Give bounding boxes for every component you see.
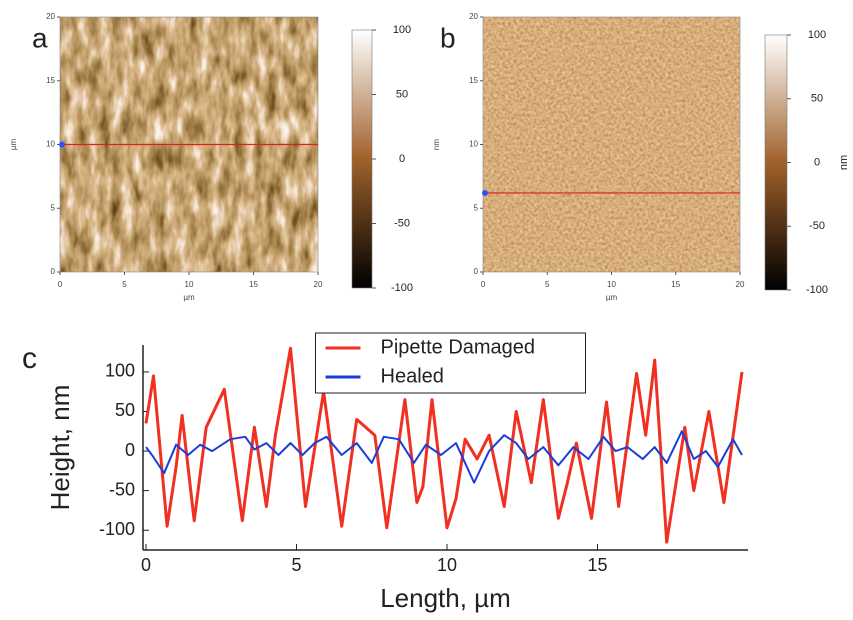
y-axis-label: µm	[9, 139, 18, 151]
x-tick-label: 0	[58, 280, 63, 289]
colorbar-tick-label: -50	[394, 217, 410, 229]
panel-label: a	[32, 22, 48, 53]
panel-label: b	[440, 22, 456, 53]
y-tick-label: 0	[51, 267, 56, 276]
y-tick-label: 20	[46, 12, 55, 21]
colorbar-tick-label: 50	[396, 88, 408, 100]
x-axis-label: µm	[183, 293, 195, 302]
panel-label: c	[22, 342, 37, 375]
y-tick-label: 10	[469, 140, 478, 149]
afm-image	[483, 17, 740, 272]
x-tick-label: 0	[481, 280, 486, 289]
y-tick-label: -100	[99, 519, 135, 539]
colorbar-tick-label: 0	[399, 153, 405, 165]
x-tick-label: 15	[671, 280, 680, 289]
y-tick-label: 0	[125, 440, 135, 460]
profile-marker	[59, 141, 65, 148]
colorbar-tick-label: 0	[814, 156, 820, 168]
colorbar-tick-label: 100	[808, 29, 826, 41]
colorbar	[764, 34, 788, 291]
legend-label: Healed	[381, 365, 444, 387]
y-tick-label: -50	[109, 479, 135, 499]
y-tick-label: 100	[105, 361, 135, 381]
colorbar-tick-label: 50	[811, 93, 823, 105]
x-tick-label: 10	[185, 280, 194, 289]
colorbar	[351, 29, 373, 289]
y-axis-label: nm	[432, 139, 441, 150]
x-tick-label: 5	[291, 555, 301, 575]
x-tick-label: 20	[314, 280, 323, 289]
x-tick-label: 10	[607, 280, 616, 289]
x-tick-label: 15	[249, 280, 258, 289]
y-axis-label: Height, nm	[45, 385, 75, 511]
colorbar-tick-label: 100	[393, 24, 411, 36]
series-line	[144, 346, 744, 544]
x-tick-label: 15	[587, 555, 607, 575]
colorbar-tick-label: -100	[391, 282, 413, 294]
x-axis-label: µm	[606, 293, 618, 302]
y-tick-label: 5	[474, 203, 479, 212]
x-tick-label: 0	[141, 555, 151, 575]
x-tick-label: 10	[437, 555, 457, 575]
y-tick-label: 50	[115, 400, 135, 420]
y-tick-label: 0	[474, 267, 479, 276]
y-tick-label: 15	[469, 76, 478, 85]
series-line	[145, 430, 743, 484]
y-tick-label: 15	[46, 76, 55, 85]
y-tick-label: 20	[469, 12, 478, 21]
colorbar-tick-label: -100	[806, 284, 828, 296]
x-tick-label: 5	[545, 280, 550, 289]
legend-label: Pipette Damaged	[381, 336, 536, 358]
y-tick-label: 10	[46, 140, 55, 149]
y-tick-label: 5	[51, 203, 56, 212]
profile-marker	[482, 189, 488, 196]
colorbar-tick-label: -50	[809, 220, 825, 232]
x-axis-label: Length, µm	[380, 583, 511, 613]
x-tick-label: 20	[736, 280, 745, 289]
legend-box	[315, 332, 586, 394]
colorbar-label: nm	[838, 155, 850, 170]
x-tick-label: 5	[122, 280, 127, 289]
